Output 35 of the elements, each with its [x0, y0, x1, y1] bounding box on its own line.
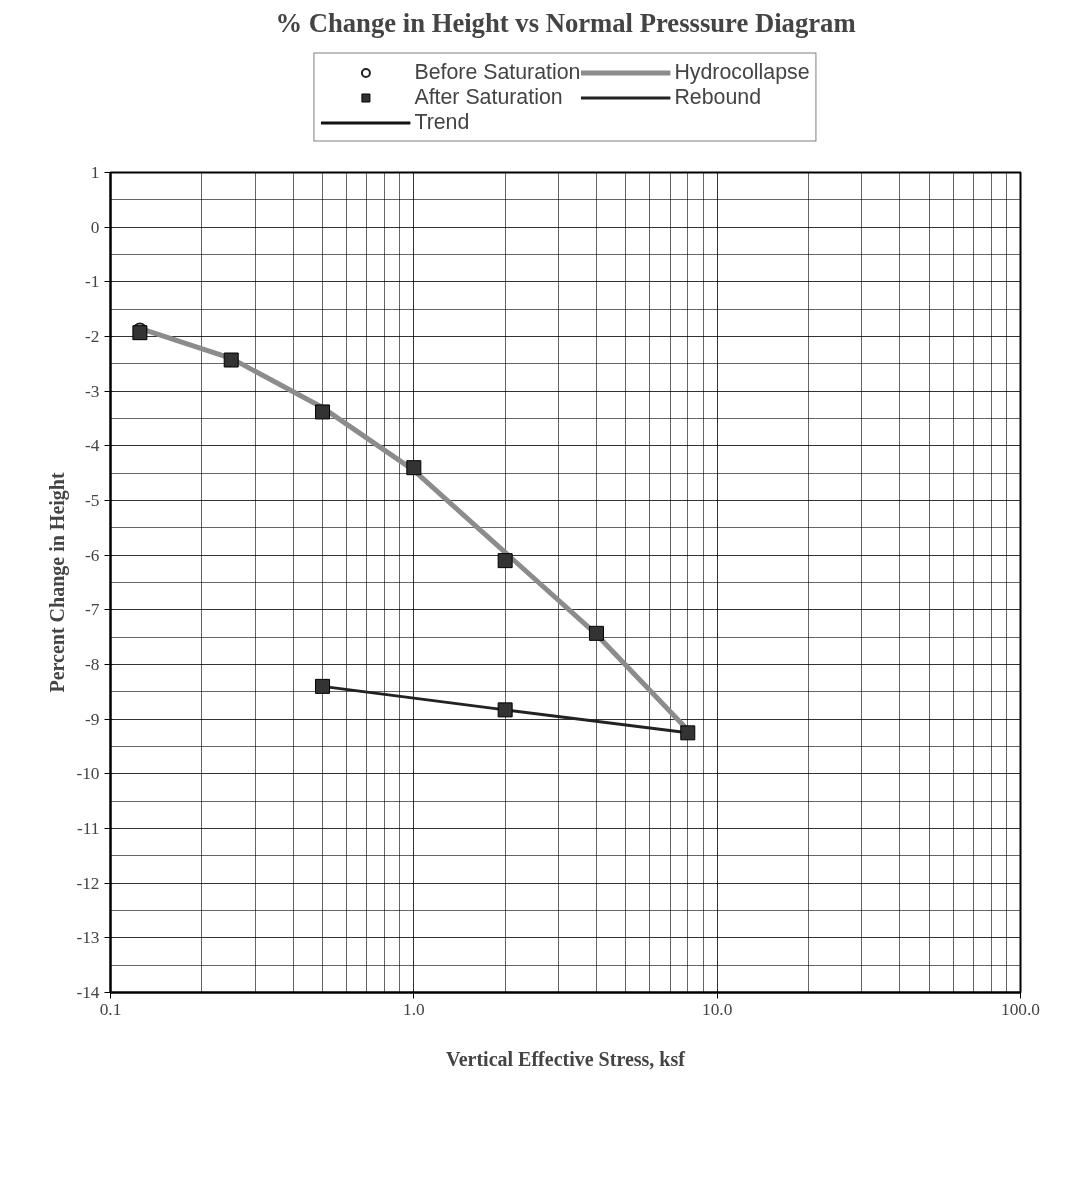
point [315, 404, 331, 420]
y-tick-label: -6 [85, 545, 100, 565]
y-tick-label: -5 [85, 491, 100, 510]
point [680, 725, 696, 741]
y-axis-title: Percent Change in Height [46, 472, 70, 693]
y-tick-label: -4 [85, 436, 100, 456]
legend-label: Before Saturation [414, 59, 581, 85]
y-tick-label: -11 [77, 819, 100, 838]
y-tick-label: -7 [85, 600, 100, 620]
y-tick-label: -10 [76, 764, 100, 784]
x-tick-label: 100.0 [1001, 999, 1041, 1019]
chart-title: % Change in Height vs Normal Presssure Diagram [275, 7, 856, 38]
y-tick-label: -13 [76, 928, 100, 948]
point [132, 325, 148, 341]
point [406, 460, 422, 476]
y-tick-label: -14 [76, 983, 100, 1002]
legend-label: Rebound [674, 84, 761, 110]
x-axis-title: Vertical Effective Stress, ksf [446, 1047, 686, 1070]
point [588, 625, 604, 641]
legend-label: Hydrocollapse [674, 59, 810, 85]
y-tick-label: -2 [85, 327, 100, 346]
legend-label: Trend [414, 109, 470, 135]
legend-label: After Saturation [414, 84, 563, 110]
y-tick-label: -9 [85, 709, 100, 729]
point [497, 553, 513, 569]
y-tick-label: -1 [85, 272, 100, 292]
y-tick-label: -3 [85, 381, 100, 401]
y-tick-label: -8 [85, 655, 100, 674]
point [223, 352, 239, 368]
x-tick-label: 0.1 [99, 999, 122, 1019]
y-tick-label: -12 [76, 873, 100, 893]
y-tick-label: 0 [90, 217, 100, 237]
x-tick-label: 10.0 [702, 999, 733, 1019]
x-tick-label: 1.0 [403, 999, 425, 1019]
y-tick-label: 1 [90, 163, 100, 182]
